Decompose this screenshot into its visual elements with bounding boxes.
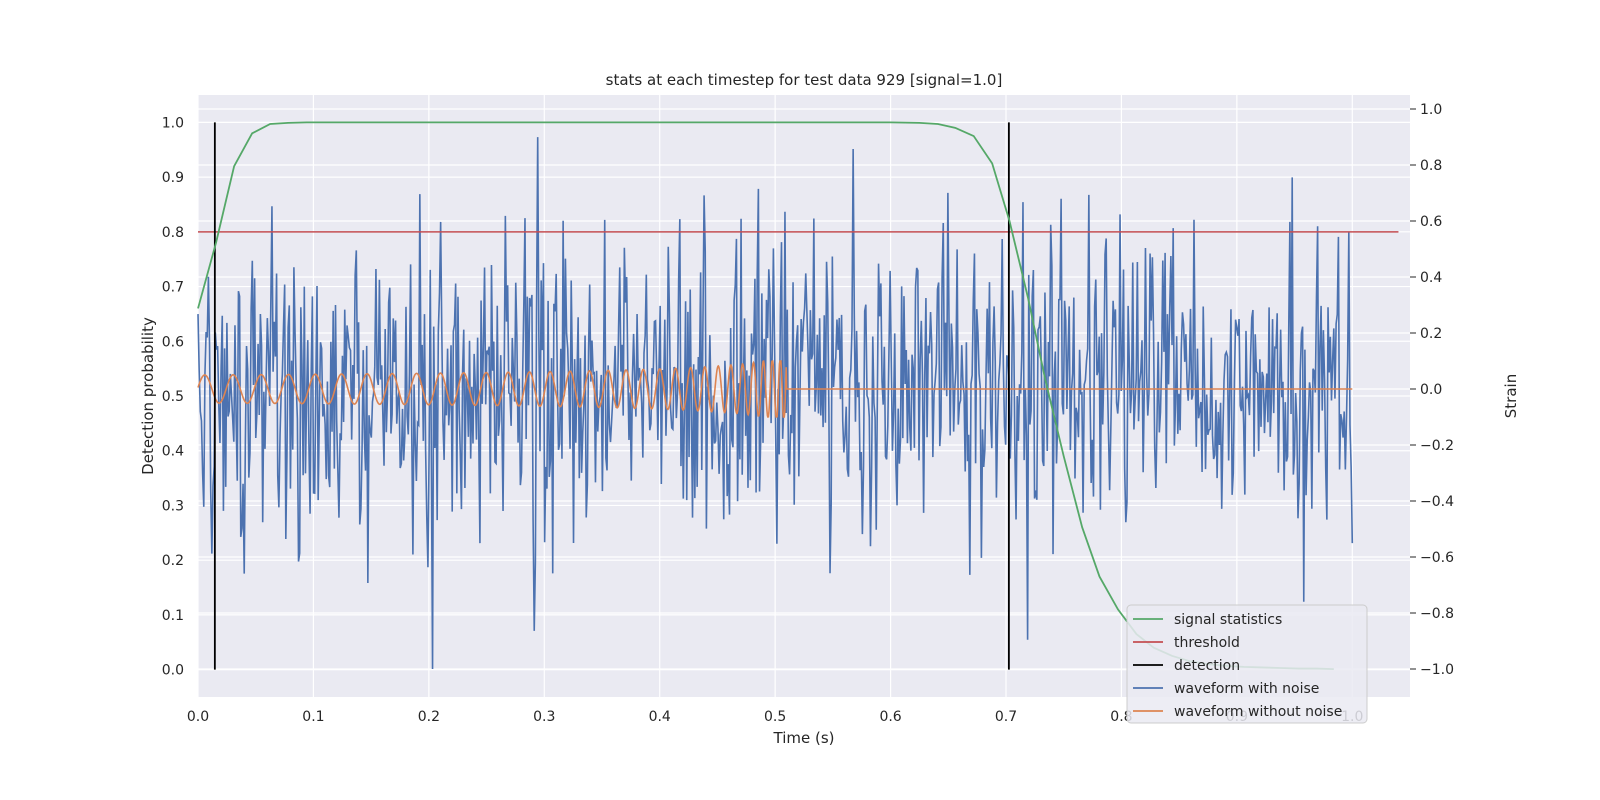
x-tick-label: 0.0 — [187, 709, 209, 725]
y2-tick-label: 0.4 — [1420, 270, 1442, 286]
y2-tick-label: 0.8 — [1420, 158, 1442, 174]
legend: signal statistics threshold detection wavef… — [1126, 604, 1368, 724]
y2-tick-label: 0.0 — [1420, 382, 1442, 398]
y2-tick-label: −0.2 — [1420, 438, 1454, 454]
x-axis-title: Time (s) — [773, 729, 835, 747]
y2-tick-label: 1.0 — [1420, 102, 1442, 118]
y-tick-label: 0.3 — [162, 498, 184, 514]
legend-label: waveform with noise — [1174, 681, 1319, 697]
y-axis-ticks: 0.0 0.1 0.2 0.3 0.4 0.5 0.6 0.7 0.8 0.9 1.0 — [162, 115, 184, 678]
y2-tick-label: −0.4 — [1420, 494, 1454, 510]
series-waveform-without-noise — [197, 360, 1353, 418]
x-tick-label: 0.6 — [879, 709, 901, 725]
series-layer — [197, 121, 1399, 670]
x-tick-label: 0.3 — [533, 709, 555, 725]
legend-label: signal statistics — [1174, 612, 1282, 628]
y2-tick-label: −1.0 — [1420, 662, 1454, 678]
y-tick-label: 0.2 — [162, 553, 184, 569]
y-tick-label: 0.7 — [162, 280, 184, 296]
legend-label: threshold — [1174, 635, 1240, 651]
y2-axis-ticks: −1.0 −0.8 −0.6 −0.4 −0.2 0.0 0.2 0.4 0.6 0.8 1.0 — [1410, 102, 1454, 678]
y-tick-label: 0.6 — [162, 334, 184, 350]
x-tick-label: 0.5 — [764, 709, 786, 725]
chart-title: stats at each timestep for test data 929… — [606, 71, 1003, 89]
y-tick-label: 0.4 — [162, 444, 184, 460]
legend-label: waveform without noise — [1174, 704, 1342, 720]
x-tick-label: 0.1 — [302, 709, 324, 725]
y-axis-title: Detection probability — [139, 317, 157, 475]
x-tick-label: 0.7 — [995, 709, 1017, 725]
y2-tick-label: −0.6 — [1420, 550, 1454, 566]
y2-tick-label: 0.2 — [1420, 326, 1442, 342]
legend-box — [1126, 604, 1368, 724]
y-tick-label: 0.5 — [162, 389, 184, 405]
y2-tick-label: −0.8 — [1420, 606, 1454, 622]
x-tick-label: 0.2 — [418, 709, 440, 725]
y-tick-label: 0.1 — [162, 608, 184, 624]
legend-label: detection — [1174, 658, 1240, 674]
x-tick-label: 0.4 — [649, 709, 671, 725]
y-tick-label: 0.9 — [162, 170, 184, 186]
y2-axis-title: Strain — [1502, 374, 1520, 418]
y-tick-label: 0.0 — [162, 663, 184, 679]
y2-tick-label: 0.6 — [1420, 214, 1442, 230]
y-tick-label: 1.0 — [162, 115, 184, 131]
y-tick-label: 0.8 — [162, 225, 184, 241]
